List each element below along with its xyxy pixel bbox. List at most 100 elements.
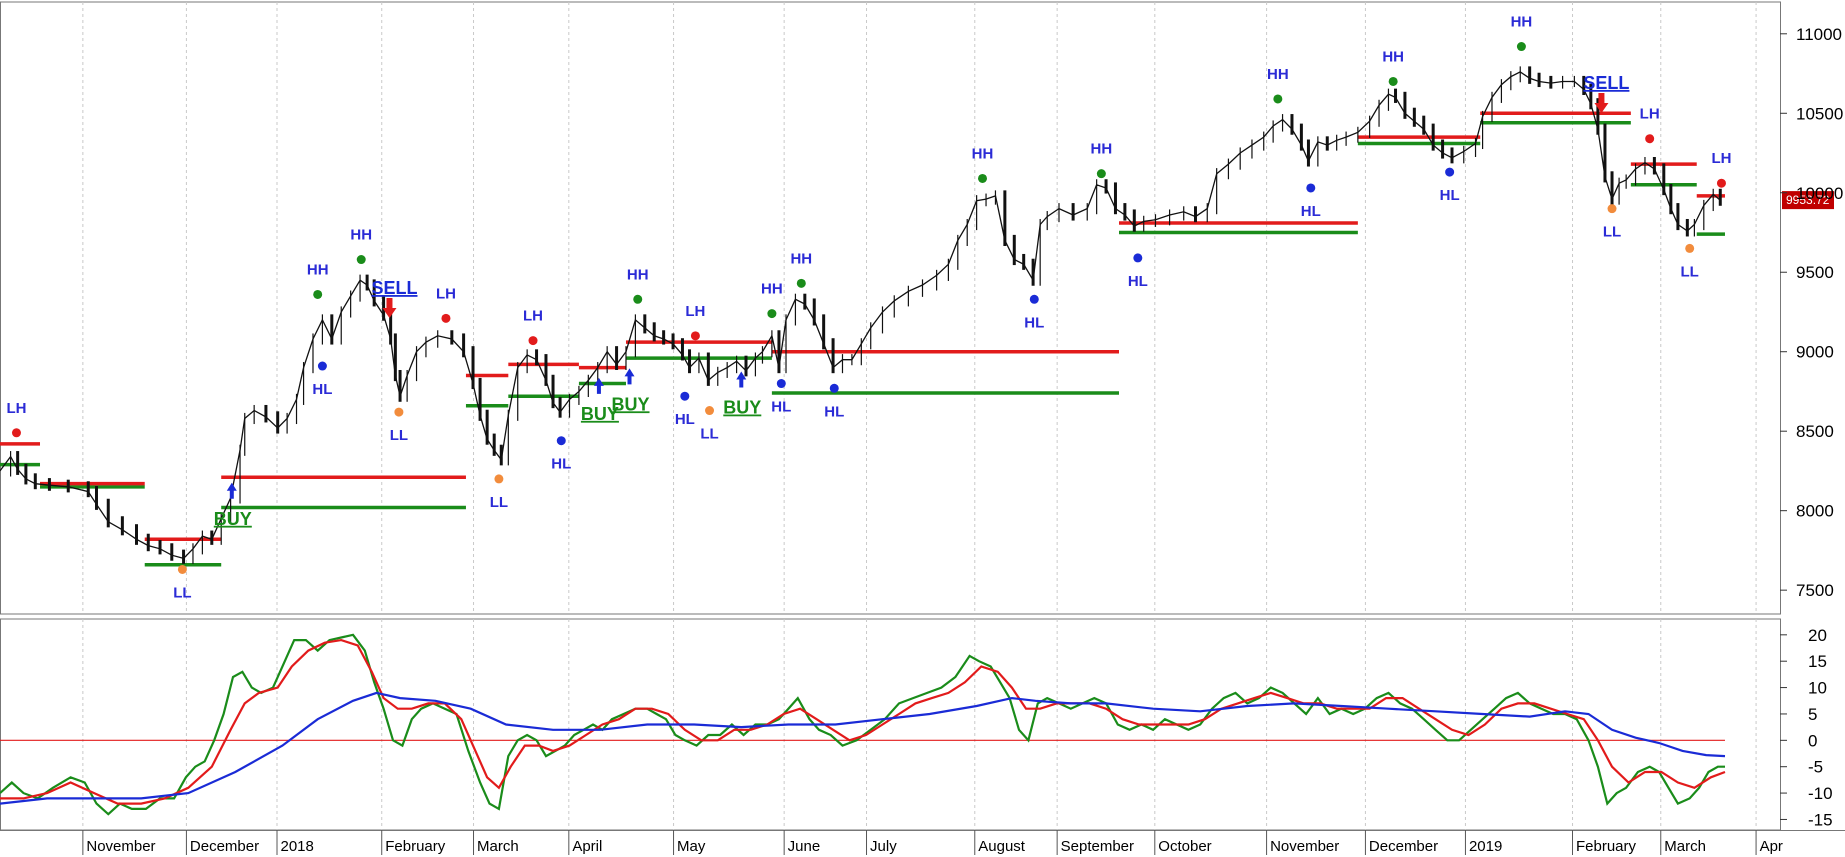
pivot-marker — [528, 336, 538, 346]
pivot-marker — [1273, 94, 1283, 104]
month-label: 2018 — [281, 838, 314, 855]
month-label: July — [870, 838, 897, 855]
pivot-label: HL — [551, 456, 571, 473]
osc-ytick-label: -10 — [1808, 784, 1833, 803]
month-label: December — [190, 838, 259, 855]
sell-arrow-icon — [382, 298, 397, 319]
osc-ytick-label: -5 — [1808, 758, 1823, 777]
pivot-label: HL — [771, 399, 791, 416]
month-label: December — [1369, 838, 1438, 855]
pivot-label: LH — [1640, 106, 1660, 123]
buy-signal-label: BUY — [723, 398, 761, 418]
last-price-label: 9953.72 — [1786, 193, 1830, 207]
pivot-marker — [829, 383, 839, 393]
buy-arrow-icon — [593, 377, 604, 394]
month-label: 2019 — [1469, 838, 1502, 855]
buy-signal-label: BUY — [612, 394, 650, 414]
pivot-label: LL — [390, 427, 408, 444]
pivot-marker — [1029, 294, 1039, 304]
month-label: April — [572, 838, 602, 855]
pivot-marker — [767, 309, 777, 319]
pivot-marker — [556, 436, 566, 446]
pivot-label: HH — [972, 145, 994, 162]
pivot-marker — [680, 391, 690, 401]
pivot-label: LL — [1603, 224, 1621, 241]
price-ytick-label: 7500 — [1796, 581, 1834, 600]
oscillator-panel-frame — [0, 618, 1781, 831]
pivot-label: LL — [490, 494, 508, 511]
pivot-label: HH — [761, 281, 783, 298]
month-label: November — [86, 838, 155, 855]
price-ytick-label: 8000 — [1796, 502, 1834, 521]
osc-ytick-label: -15 — [1808, 810, 1833, 829]
pivot-marker — [11, 428, 21, 438]
pivot-marker — [441, 313, 451, 323]
buy-arrow-icon — [624, 368, 635, 385]
pivot-marker — [317, 361, 327, 371]
month-label: May — [677, 838, 706, 855]
pivot-label: HH — [1382, 48, 1404, 65]
sell-arrow-icon — [1594, 92, 1609, 113]
pivot-label: LH — [436, 285, 456, 302]
pivot-marker — [978, 173, 988, 183]
pivot-label: HH — [1267, 66, 1289, 83]
sell-signal-label: SELL — [371, 278, 417, 298]
month-label: November — [1270, 838, 1339, 855]
pivot-marker — [1133, 253, 1143, 263]
osc-ytick-label: 10 — [1808, 679, 1827, 698]
price-ytick-label: 8500 — [1796, 422, 1834, 441]
pivot-marker — [494, 474, 504, 484]
price-ytick-label: 11000 — [1796, 25, 1842, 44]
pivot-label: HL — [824, 403, 844, 420]
buy-signal-label: BUY — [214, 509, 252, 529]
oscillator-series-line — [0, 691, 1726, 805]
pivot-label: LH — [685, 303, 705, 320]
pivot-label: HL — [1024, 314, 1044, 331]
price-ytick-label: 10000 — [1796, 184, 1843, 203]
pivot-label: HL — [1301, 203, 1321, 220]
pivot-marker — [1388, 76, 1398, 86]
last-price-tag — [1782, 191, 1834, 210]
pivot-marker — [1516, 42, 1526, 52]
osc-ytick-label: 0 — [1808, 731, 1817, 750]
pivot-label: LH — [6, 400, 26, 417]
month-label: Apr — [1760, 838, 1783, 855]
month-label: June — [788, 838, 821, 855]
pivot-label: LL — [700, 426, 718, 443]
pivot-label: HH — [1091, 141, 1113, 158]
pivot-label: LH — [523, 308, 543, 325]
oscillator-series-line — [0, 633, 1725, 816]
pivot-label: LL — [1681, 263, 1699, 280]
pivot-marker — [356, 255, 366, 265]
pivot-marker — [1096, 169, 1106, 179]
pivot-marker — [1607, 204, 1617, 214]
osc-ytick-label: 15 — [1808, 652, 1827, 671]
month-label: October — [1158, 838, 1211, 855]
price-panel-frame — [0, 1, 1781, 615]
pivot-label: HH — [350, 227, 372, 244]
month-label: March — [477, 838, 519, 855]
pivot-marker — [394, 407, 404, 417]
pivot-marker — [1685, 243, 1695, 253]
osc-ytick-label: 5 — [1808, 705, 1817, 724]
pivot-marker — [796, 278, 806, 288]
pivot-label: LH — [1711, 150, 1731, 167]
osc-ytick-label: 20 — [1808, 626, 1827, 645]
pivot-label: HH — [1511, 14, 1533, 31]
month-label: August — [978, 838, 1026, 855]
month-label: February — [1576, 838, 1637, 855]
pivot-label: LL — [173, 584, 191, 601]
price-ytick-label: 9500 — [1796, 263, 1834, 282]
pivot-label: HH — [790, 250, 812, 267]
pivot-marker — [690, 331, 700, 341]
pivot-marker — [776, 379, 786, 389]
buy-signal-label: BUY — [581, 404, 619, 424]
price-ytick-label: 9000 — [1796, 343, 1834, 362]
pivot-marker — [1716, 178, 1726, 188]
pivot-label: HL — [675, 411, 695, 428]
month-label: March — [1664, 838, 1706, 855]
month-label: February — [385, 838, 446, 855]
pivot-label: HL — [1440, 187, 1460, 204]
